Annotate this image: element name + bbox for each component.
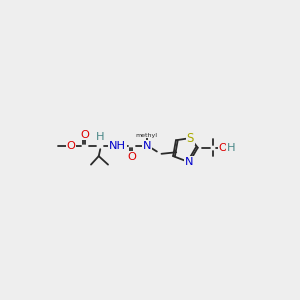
- Text: O: O: [80, 130, 89, 140]
- Text: O: O: [219, 143, 228, 153]
- Text: H: H: [227, 143, 236, 153]
- Text: O: O: [66, 141, 75, 151]
- Text: N: N: [185, 157, 194, 167]
- Text: methyl: methyl: [136, 133, 158, 138]
- Text: H: H: [96, 132, 105, 142]
- Text: N: N: [142, 141, 151, 151]
- Text: NH: NH: [109, 141, 126, 151]
- Text: O: O: [128, 152, 136, 162]
- Text: S: S: [187, 132, 194, 145]
